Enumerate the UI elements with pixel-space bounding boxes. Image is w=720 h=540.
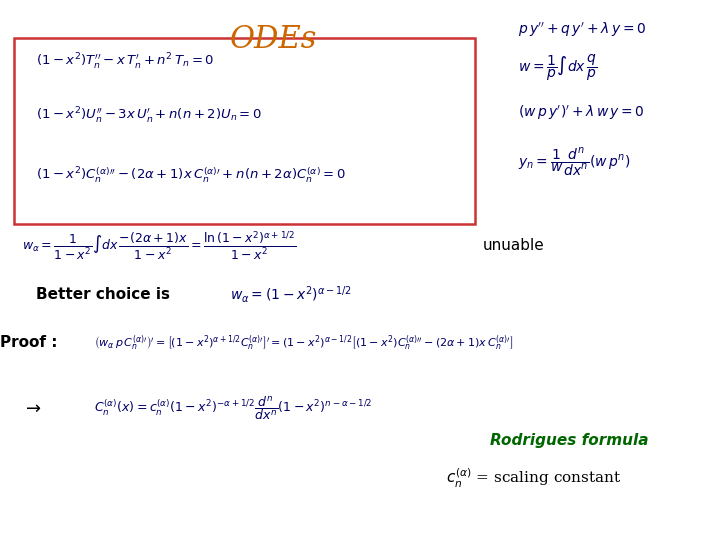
Text: $C_n^{(\alpha)}(x) = c_n^{(\alpha)}\left(1-x^2\right)^{-\alpha+1/2}\dfrac{d^n}{d: $C_n^{(\alpha)}(x) = c_n^{(\alpha)}\left… — [94, 394, 372, 422]
Text: $\left(1-x^2\right)C_n^{(\alpha)\prime\prime} - \left(2\alpha+1\right)x\, C_n^{(: $\left(1-x^2\right)C_n^{(\alpha)\prime\p… — [36, 166, 346, 185]
Text: $\rightarrow$: $\rightarrow$ — [22, 399, 41, 417]
Text: $\left(w\,p\,y^{\prime}\right)^{\prime} + \lambda\,w\,y = 0$: $\left(w\,p\,y^{\prime}\right)^{\prime} … — [518, 104, 645, 123]
Text: unuable: unuable — [482, 238, 544, 253]
Text: Better choice is: Better choice is — [36, 287, 170, 302]
Text: Proof :: Proof : — [0, 335, 58, 350]
Text: Rodrigues formula: Rodrigues formula — [490, 433, 648, 448]
Text: $y_n = \dfrac{1}{w}\dfrac{d^n}{dx^n}\left(w\,p^n\right)$: $y_n = \dfrac{1}{w}\dfrac{d^n}{dx^n}\lef… — [518, 146, 631, 178]
Text: $w_{\alpha} = \left(1-x^2\right)^{\alpha-1/2}$: $w_{\alpha} = \left(1-x^2\right)^{\alpha… — [230, 284, 353, 305]
Text: $\left(w_{\alpha}\,p\,C_n^{(\alpha)\prime}\right)^{\prime} = \left[\left(1-x^2\r: $\left(w_{\alpha}\,p\,C_n^{(\alpha)\prim… — [94, 333, 513, 353]
Text: ODEs: ODEs — [230, 24, 318, 55]
Text: $w = \dfrac{1}{p}\int dx\,\dfrac{q}{p}$: $w = \dfrac{1}{p}\int dx\,\dfrac{q}{p}$ — [518, 52, 598, 83]
Text: $p\,y^{\prime\prime} + q\,y^{\prime} + \lambda\,y = 0$: $p\,y^{\prime\prime} + q\,y^{\prime} + \… — [518, 21, 647, 39]
Text: $w_{\alpha} = \dfrac{1}{1-x^2}\int dx\,\dfrac{-\left(2\alpha+1\right)x}{1-x^2} =: $w_{\alpha} = \dfrac{1}{1-x^2}\int dx\,\… — [22, 230, 296, 262]
Text: $c_n^{(\alpha)}$ = scaling constant: $c_n^{(\alpha)}$ = scaling constant — [446, 467, 622, 489]
Text: $\left(1-x^2\right)U_n^{\prime\prime} - 3x\, U_n^{\prime} + n\left(n+2\right)U_n: $\left(1-x^2\right)U_n^{\prime\prime} - … — [36, 106, 262, 126]
Text: $\left(1-x^2\right)T_n^{\prime\prime} - x\, T_n^{\prime} + n^2\, T_n = 0$: $\left(1-x^2\right)T_n^{\prime\prime} - … — [36, 52, 215, 72]
FancyBboxPatch shape — [14, 38, 475, 224]
